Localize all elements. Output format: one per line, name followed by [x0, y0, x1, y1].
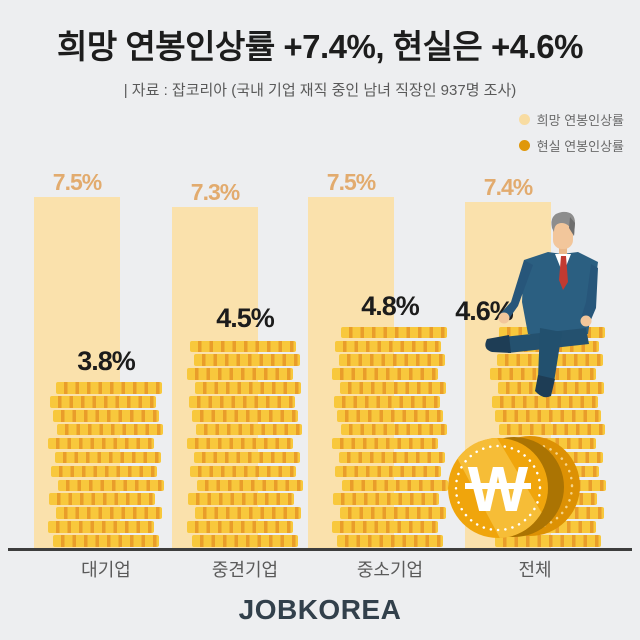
coin-row	[342, 479, 448, 491]
coin-row	[337, 410, 443, 422]
coin-row	[55, 451, 161, 464]
coin-row	[335, 340, 441, 352]
coin-row	[48, 437, 154, 450]
real-legend-label: 현실 연봉인상률	[536, 139, 624, 154]
coin-row	[334, 396, 440, 408]
coin-row	[49, 493, 155, 505]
category-label: 대기업	[81, 560, 131, 580]
page-title: 희망 연봉인상률 +7.4%, 현실은 +4.6%	[57, 28, 583, 65]
real-value-label: 4.8%	[361, 290, 420, 321]
jobkorea-logo: JOBKOREA	[238, 594, 402, 625]
legend-item-real: 현실 연봉인상률	[518, 136, 624, 155]
category-label: 중소기업	[356, 560, 424, 580]
coin-row	[332, 521, 438, 533]
coin-row	[192, 535, 298, 547]
coin-row	[332, 368, 438, 380]
coin-row	[340, 382, 446, 394]
coin-row	[194, 451, 300, 464]
coin-row	[492, 396, 598, 408]
coin-row	[195, 382, 301, 394]
coin-row	[495, 535, 601, 547]
coin-row	[341, 326, 447, 339]
coin-row	[56, 382, 162, 394]
hope-value-label: 7.4%	[483, 173, 533, 200]
coin-row	[48, 521, 154, 533]
coin-row	[190, 340, 296, 352]
coin-row	[187, 437, 293, 450]
coin-row	[194, 354, 300, 366]
coin-row	[335, 465, 441, 478]
coin-row	[58, 479, 164, 491]
x-axis-line	[8, 548, 632, 551]
coin-row	[187, 521, 293, 533]
wish-legend-dot-icon	[518, 114, 530, 125]
wish-legend-label: 희망 연봉인상률	[536, 113, 624, 128]
coin-row	[53, 410, 159, 422]
coin-row	[189, 396, 295, 408]
businessman-body	[485, 211, 598, 398]
legend-item-wish: 희망 연봉인상률	[518, 110, 624, 129]
coin-row	[339, 451, 445, 464]
coin-row	[57, 423, 163, 436]
hope-value-label: 7.3%	[190, 178, 240, 205]
coin-row	[192, 410, 298, 422]
real-value-label: 4.5%	[216, 302, 275, 333]
real-value-label: 3.8%	[77, 346, 136, 377]
coin-row	[196, 423, 302, 436]
coin-row	[190, 465, 296, 478]
category-label: 중견기업	[211, 560, 279, 580]
coin-row	[495, 410, 601, 422]
coin-row	[340, 507, 446, 519]
real-legend-dot-icon	[518, 140, 530, 151]
coin-row	[341, 423, 447, 436]
coin-row	[337, 535, 443, 547]
won-coin-icon: W	[448, 436, 580, 538]
coin-row	[332, 437, 438, 450]
coin-row	[195, 507, 301, 519]
coin-row	[197, 479, 303, 491]
coin-row	[499, 423, 605, 436]
coin-row	[51, 465, 157, 478]
coin-row	[56, 507, 162, 519]
source-note: | 자료 : 잡코리아 (국내 기업 재직 중인 남녀 직장인 937명 조사)	[123, 82, 517, 99]
coin-row	[333, 493, 439, 505]
coin-row	[188, 493, 294, 505]
legend: 희망 연봉인상률 현실 연봉인상률	[518, 110, 624, 162]
category-label: 전체	[518, 560, 552, 580]
coin-row	[50, 396, 156, 408]
hope-value-label: 7.5%	[326, 169, 376, 196]
coin-row	[339, 354, 445, 366]
hope-value-label: 7.5%	[52, 169, 102, 196]
businessman-illustration	[485, 211, 598, 398]
coin-row	[187, 368, 293, 380]
coin-row	[53, 535, 159, 547]
